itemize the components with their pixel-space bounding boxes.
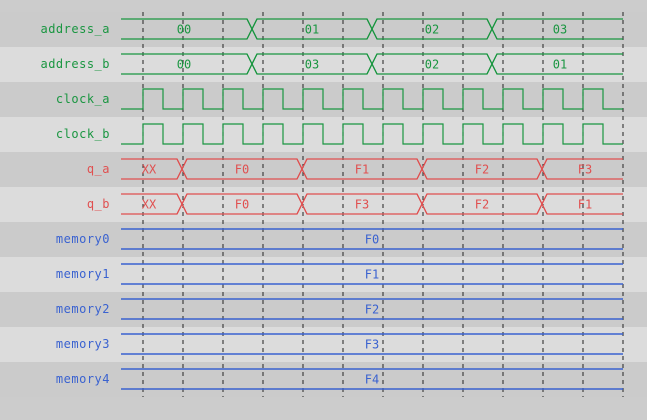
signal-label-q_b[interactable]: q_b (86, 197, 110, 211)
signal-label-memory1[interactable]: memory1 (55, 267, 110, 281)
signal-label-memory0[interactable]: memory0 (55, 232, 110, 246)
signal-label-address_a[interactable]: address_a (40, 22, 110, 36)
row-band (0, 222, 647, 257)
row-band (0, 257, 647, 292)
signal-label-clock_b[interactable]: clock_b (55, 127, 110, 141)
signal-label-memory4[interactable]: memory4 (55, 372, 110, 386)
signal-label-q_a[interactable]: q_a (86, 162, 110, 176)
signal-label-memory2[interactable]: memory2 (55, 302, 110, 316)
signal-label-clock_a[interactable]: clock_a (55, 92, 110, 106)
row-band (0, 292, 647, 327)
signal-label-memory3[interactable]: memory3 (55, 337, 110, 351)
row-band (0, 327, 647, 362)
signal-label-address_b[interactable]: address_b (40, 57, 110, 71)
row-band (0, 362, 647, 397)
